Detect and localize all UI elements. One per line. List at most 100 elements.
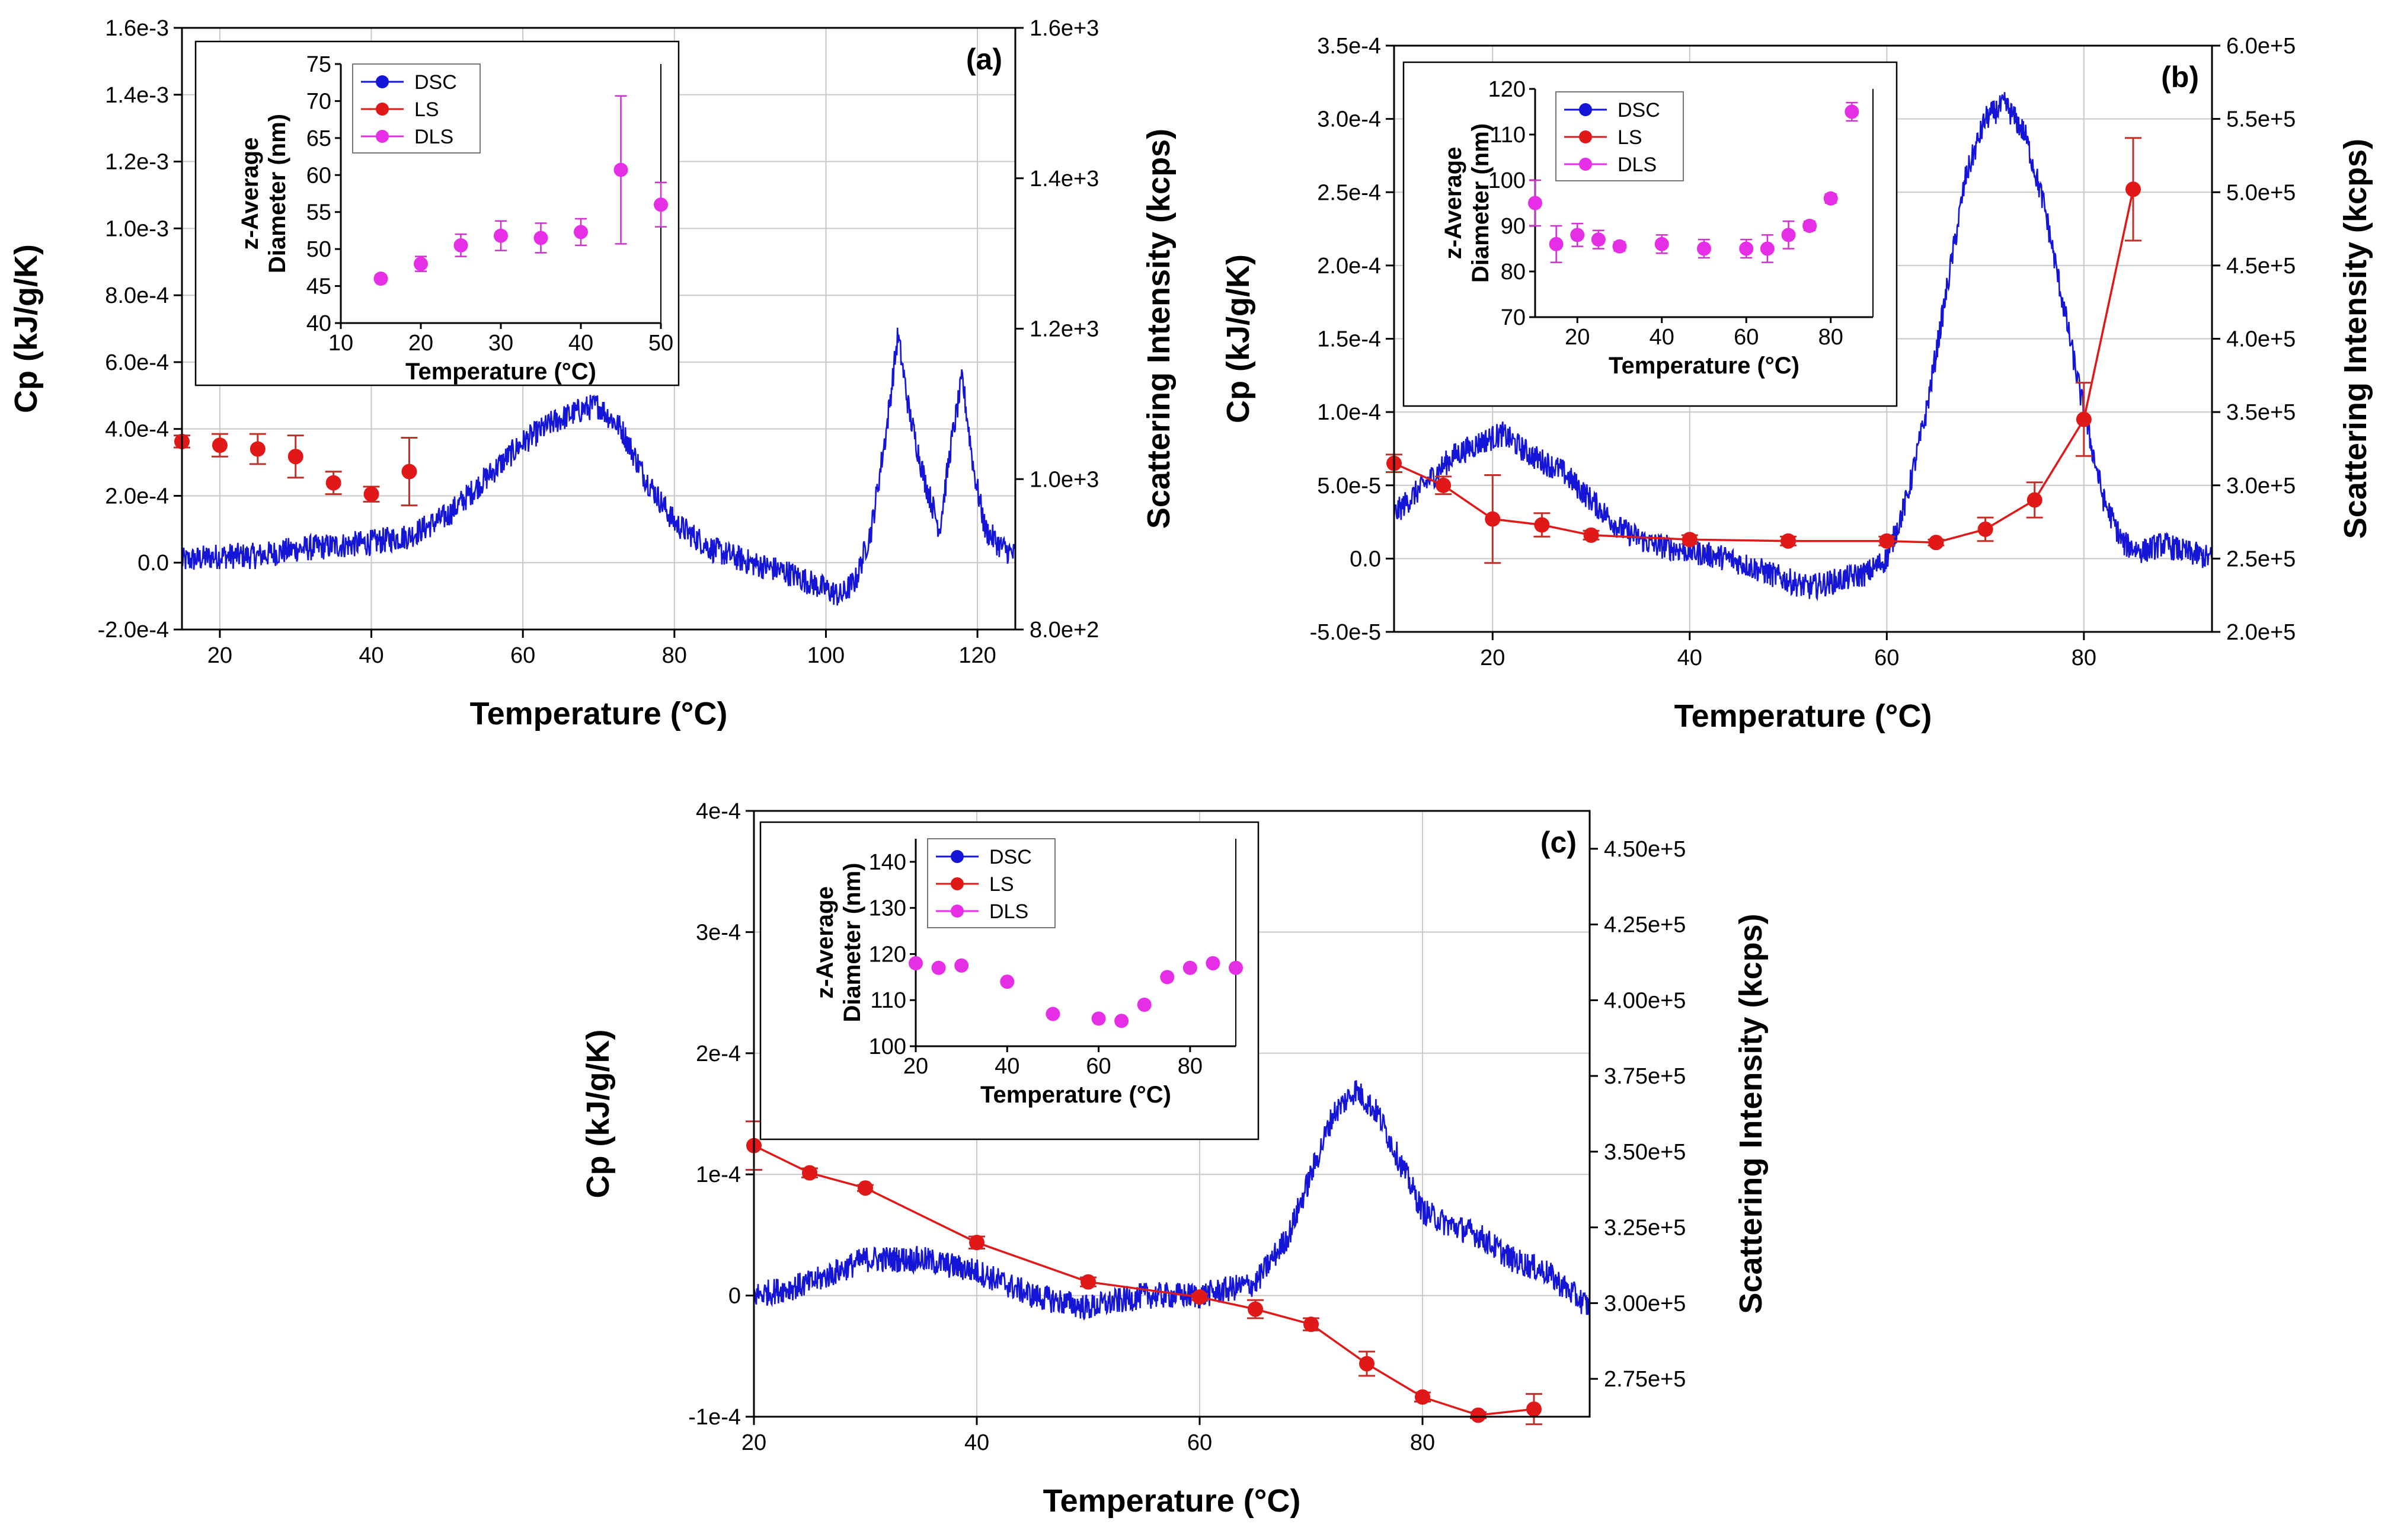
- y2-tick-label: 1.2e+3: [1030, 317, 1099, 342]
- y-tick-label: 1.2e-3: [105, 150, 169, 175]
- y2-tick-label: 2.75e+5: [1604, 1367, 1686, 1392]
- y2-tick-label: 1.6e+3: [1030, 16, 1099, 41]
- panel-label: (c): [1540, 826, 1577, 859]
- inset-y-tick-label: 100: [869, 1034, 906, 1059]
- y2-tick-label: 3.0e+5: [2226, 474, 2296, 499]
- inset-y-axis-label-line1: z-Average: [1440, 147, 1466, 260]
- legend-label-ls: LS: [1618, 126, 1642, 149]
- ls-point: [1682, 532, 1698, 548]
- y2-tick-label: 1.4e+3: [1030, 167, 1099, 191]
- ls-point: [1359, 1356, 1374, 1372]
- y2-axis-label: Scattering Intensity (kcps): [2338, 139, 2373, 539]
- x-tick-label: 80: [662, 643, 687, 668]
- y-tick-label: 3.0e-4: [1317, 107, 1381, 132]
- dls-point: [1206, 956, 1220, 970]
- ls-line: [753, 1145, 1535, 1417]
- dls-point: [1114, 1014, 1129, 1028]
- x-tick-label: 100: [807, 643, 845, 668]
- dls-point: [1845, 104, 1859, 119]
- ls-point: [1436, 477, 1452, 493]
- inset-x-axis-label: Temperature (°C): [980, 1082, 1171, 1108]
- plot-frame: [753, 810, 1591, 1418]
- y2-tick-label: 3.50e+5: [1604, 1140, 1686, 1165]
- y2-tick-label: 6.0e+5: [2226, 34, 2296, 59]
- y-tick-label: 0.0: [1350, 547, 1381, 571]
- inset-y-axis-label-line1: z-Average: [812, 886, 838, 999]
- x-tick-label: 20: [207, 643, 232, 668]
- ls-point: [1534, 517, 1550, 533]
- dls-point: [1182, 960, 1197, 975]
- y-tick-label: 1e-4: [696, 1162, 741, 1187]
- legend-marker: [1579, 158, 1592, 171]
- dls-point: [954, 958, 969, 973]
- inset-y-tick-label: 40: [306, 311, 331, 336]
- ls-point: [1879, 533, 1895, 549]
- inset-y-axis-label-line1: z-Average: [237, 138, 263, 250]
- inset-y-tick-label: 60: [306, 163, 331, 188]
- ls-point: [2076, 411, 2092, 427]
- y-tick-label: 1.4e-3: [105, 83, 169, 108]
- legend-label-dls: DLS: [414, 126, 453, 148]
- x-tick-label: 60: [510, 643, 535, 668]
- inset-y-tick-label: 70: [306, 89, 331, 114]
- dls-point: [931, 960, 946, 975]
- ls-point: [1485, 511, 1501, 527]
- inset-y-tick-label: 75: [306, 52, 331, 77]
- y2-tick-label: 5.0e+5: [2226, 180, 2296, 205]
- dls-point: [1528, 196, 1542, 210]
- x-tick-label: 60: [1874, 646, 1899, 670]
- ls-point: [212, 437, 228, 453]
- y-tick-label: -2.0e-4: [98, 618, 169, 643]
- legend-marker: [951, 905, 964, 918]
- panel-c-chart: 20 40 60 80 -1e-4 0 1e-4 2e-4 3e-4 4e-4 2.75e+5 3.0…: [580, 799, 1769, 1519]
- y-tick-label: 1.0e-3: [105, 216, 169, 241]
- x-axis-label: Temperature (°C): [1043, 1483, 1301, 1519]
- dls-point: [654, 197, 668, 212]
- dls-point: [1697, 241, 1711, 256]
- y2-axis-label: Scattering Intensity (kcps): [1733, 913, 1769, 1314]
- y2-tick-label: 3.75e+5: [1604, 1064, 1686, 1089]
- legend-marker: [1579, 103, 1592, 116]
- y-tick-label: 3e-4: [696, 920, 741, 945]
- y2-axis-label: Scattering Intensity (kcps): [1141, 129, 1177, 529]
- inset-y-tick-label: 120: [1488, 77, 1526, 102]
- inset-x-tick-label: 60: [1734, 325, 1759, 350]
- y-tick-label: 5.0e-5: [1317, 474, 1381, 499]
- ls-point: [2125, 181, 2141, 197]
- dls-point: [1046, 1007, 1060, 1021]
- y2-tick-label: 2.0e+5: [2226, 620, 2296, 645]
- inset-x-tick-label: 20: [408, 331, 433, 356]
- y-tick-label: 6.0e-4: [105, 350, 169, 375]
- legend-marker: [376, 130, 389, 143]
- dls-point: [574, 225, 588, 239]
- ls-point: [1081, 1274, 1096, 1290]
- x-tick-label: 20: [741, 1430, 766, 1455]
- inset-y-axis-label-line2: Diameter (nm): [1468, 123, 1494, 283]
- dls-point: [533, 231, 548, 245]
- x-tick-label: 120: [958, 643, 996, 668]
- inset-x-tick-label: 30: [488, 331, 513, 356]
- y-tick-label: 2.5e-4: [1317, 180, 1381, 205]
- ls-point: [1192, 1289, 1207, 1305]
- dls-point: [1549, 237, 1564, 251]
- dsc-trace: [1393, 92, 2213, 602]
- ls-point: [858, 1180, 873, 1196]
- y-tick-label: -5.0e-5: [1310, 620, 1381, 645]
- inset-x-tick-label: 40: [568, 331, 593, 356]
- ls-point: [401, 464, 417, 480]
- dls-point: [1160, 970, 1175, 985]
- y-tick-label: 2e-4: [696, 1041, 741, 1066]
- x-tick-label: 80: [1410, 1430, 1435, 1455]
- dls-point: [909, 956, 923, 970]
- y-tick-label: 2.0e-4: [105, 484, 169, 509]
- y-tick-label: 0.0: [138, 551, 169, 576]
- inset-x-tick-label: 40: [995, 1054, 1019, 1079]
- legend-label-ls: LS: [414, 98, 439, 121]
- x-tick-label: 80: [2072, 646, 2096, 670]
- dls-point: [1654, 237, 1669, 251]
- inset-x-tick-label: 50: [648, 331, 673, 356]
- legend-label-ls: LS: [989, 873, 1014, 896]
- y2-tick-label: 4.50e+5: [1604, 837, 1686, 862]
- ls-point: [1781, 533, 1797, 549]
